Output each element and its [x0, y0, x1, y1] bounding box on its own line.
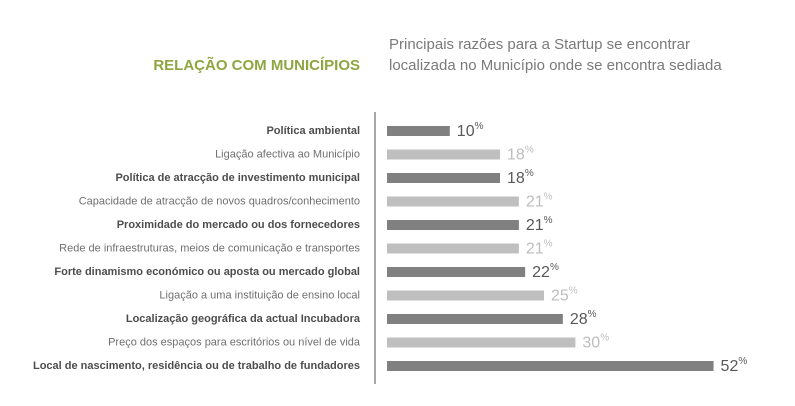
bar [387, 267, 526, 277]
chart-title: RELAÇÃO COM MUNICÍPIOS [153, 56, 360, 74]
bar [387, 173, 501, 183]
value-label: 30% [582, 332, 609, 352]
category-label: Localização geográfica da actual Incubad… [126, 313, 361, 325]
value-label: 18% [507, 168, 534, 188]
value-label: 22% [532, 262, 559, 282]
bar [387, 337, 576, 348]
value-label: 28% [570, 309, 597, 329]
category-label: Forte dinamismo económico ou aposta ou m… [54, 266, 360, 278]
category-label: Local de nascimento, residência ou de tr… [33, 360, 360, 372]
value-label: 18% [507, 144, 534, 164]
value-label: 21% [526, 191, 553, 211]
value-label: 52% [721, 356, 748, 376]
category-label: Política de atracção de investimento mun… [115, 172, 360, 184]
category-label: Rede de infraestruturas, meios de comuni… [59, 242, 360, 254]
value-label: 21% [526, 215, 553, 235]
category-label: Preço dos espaços para escritórios ou ní… [108, 336, 361, 348]
bar [387, 126, 450, 136]
category-label: Ligação afectiva ao Município [215, 148, 360, 160]
bar [387, 243, 519, 254]
value-label: 10% [457, 121, 484, 141]
bar [387, 361, 714, 371]
bar [387, 314, 563, 324]
category-label: Ligação a uma instituição de ensino loca… [159, 289, 360, 301]
value-label: 25% [551, 285, 578, 305]
value-label: 21% [526, 238, 553, 258]
category-label: Proximidade do mercado ou dos fornecedor… [117, 219, 360, 231]
category-label: Capacidade de atracção de novos quadros/… [79, 195, 360, 207]
chart-subtitle: Principais razões para a Startup se enco… [389, 36, 690, 53]
bar [387, 220, 519, 230]
chart-subtitle: localizada no Município onde se encontra… [389, 57, 722, 74]
bar [387, 196, 519, 207]
bar [387, 290, 544, 301]
category-label: Política ambiental [266, 125, 360, 137]
bar [387, 149, 501, 160]
